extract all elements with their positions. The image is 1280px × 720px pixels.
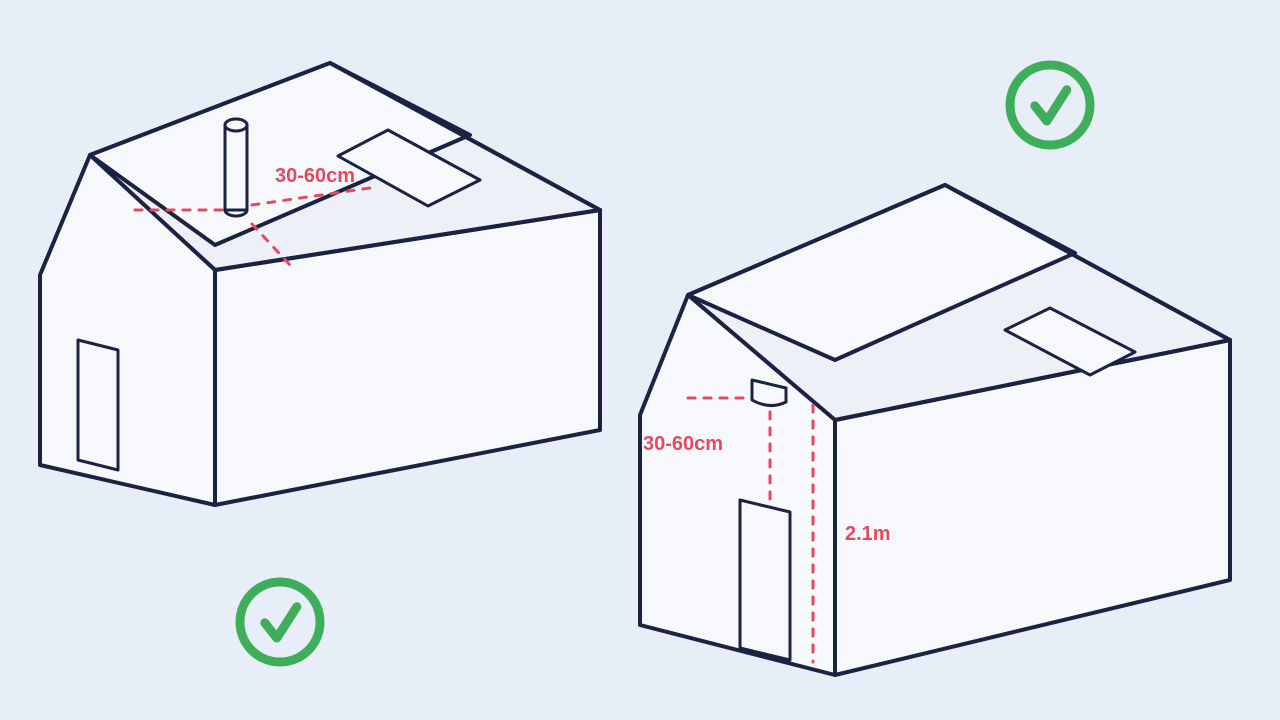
house2-door bbox=[740, 500, 790, 660]
house1-flue bbox=[225, 119, 247, 216]
house2-height-label: 2.1m bbox=[845, 523, 891, 545]
house1-door bbox=[78, 340, 118, 470]
house1-distance-label: 30-60cm bbox=[275, 165, 355, 187]
house2-distance-label: 30-60cm bbox=[643, 433, 723, 455]
